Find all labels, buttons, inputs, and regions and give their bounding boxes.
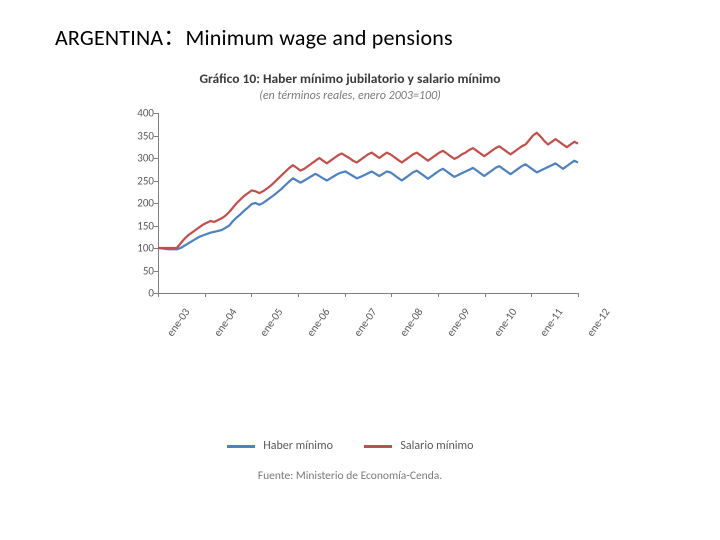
legend-swatch-haber [227, 445, 255, 448]
chart-lines [158, 113, 578, 293]
y-tick-label: 350 [114, 129, 154, 142]
x-tick-label: ene-06 [304, 306, 333, 339]
x-tick-mark [251, 293, 252, 297]
y-tick-label: 50 [114, 264, 154, 277]
y-tick-mark [154, 226, 158, 227]
y-tick-mark [154, 158, 158, 159]
x-tick-mark [298, 293, 299, 297]
chart-source: Fuente: Ministerio de Economía-Cenda. [110, 469, 590, 483]
x-tick-label: ene-05 [257, 306, 286, 339]
y-tick-label: 300 [114, 152, 154, 165]
x-tick-mark [391, 293, 392, 297]
x-tick-mark [158, 293, 159, 297]
y-tick-mark [154, 271, 158, 272]
legend-label-haber: Haber mínimo [263, 439, 333, 453]
y-tick-label: 250 [114, 174, 154, 187]
x-tick-label: ene-12 [584, 306, 613, 339]
y-tick-mark [154, 203, 158, 204]
x-tick-label: ene-10 [491, 306, 520, 339]
legend-swatch-salario [364, 445, 392, 448]
legend-item-haber: Haber mínimo [227, 439, 333, 453]
y-tick-label: 0 [114, 287, 154, 300]
x-tick-label: ene-07 [351, 306, 380, 339]
x-tick-mark [205, 293, 206, 297]
page-title: ARGENTINA：Minimum wage and pensions [55, 20, 453, 52]
x-tick-label: ene-03 [164, 306, 193, 339]
chart-subtitle: (en términos reales, enero 2003=100) [110, 89, 590, 103]
legend-label-salario: Salario mínimo [400, 439, 473, 453]
y-tick-mark [154, 136, 158, 137]
legend-item-salario: Salario mínimo [364, 439, 474, 453]
chart-title: Gráfico 10: Haber mínimo jubilatorio y s… [110, 70, 590, 87]
x-tick-label: ene-11 [537, 306, 566, 339]
chart-container: Gráfico 10: Haber mínimo jubilatorio y s… [110, 70, 590, 483]
y-tick-mark [154, 248, 158, 249]
x-tick-label: ene-09 [444, 306, 473, 339]
x-tick-mark [485, 293, 486, 297]
x-tick-label: ene-08 [397, 306, 426, 339]
y-tick-label: 150 [114, 219, 154, 232]
chart-legend: Haber mínimo Salario mínimo [110, 439, 590, 453]
y-tick-label: 400 [114, 107, 154, 120]
chart-plot-area: 0 50 100 150 200 250 300 350 400 ene-03 ene-04 ene-… [110, 109, 590, 369]
x-tick-mark [531, 293, 532, 297]
x-tick-mark [578, 293, 579, 297]
y-tick-label: 200 [114, 197, 154, 210]
x-tick-label: ene-04 [211, 306, 240, 339]
y-tick-mark [154, 181, 158, 182]
y-tick-mark [154, 113, 158, 114]
series-line-haber [158, 161, 578, 250]
y-tick-label: 100 [114, 242, 154, 255]
x-tick-mark [438, 293, 439, 297]
x-tick-mark [345, 293, 346, 297]
